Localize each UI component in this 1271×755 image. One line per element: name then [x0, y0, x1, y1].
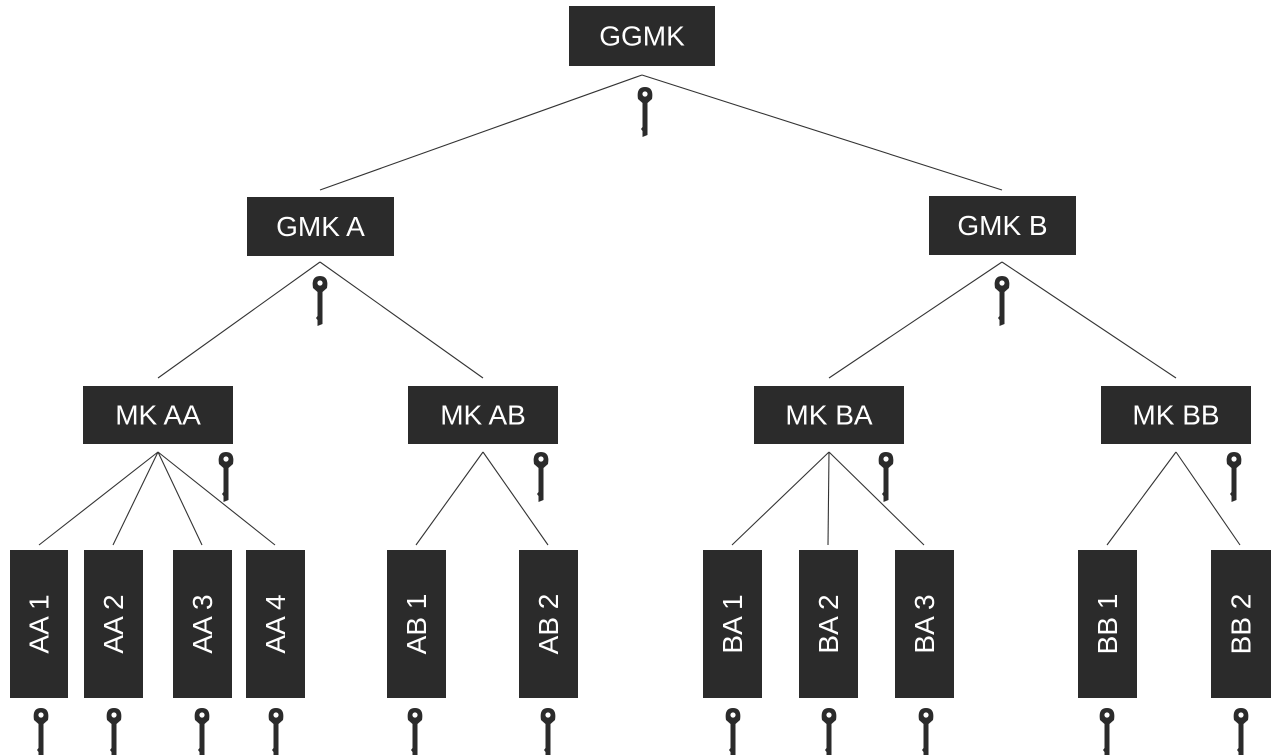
key-box-rect	[1101, 386, 1251, 444]
key-box-rect	[1211, 550, 1271, 698]
key-box-rect	[754, 386, 904, 444]
key-icon	[1099, 708, 1115, 755]
key-icon	[312, 276, 328, 326]
key-icon	[218, 452, 234, 502]
key-box-ba-3: BA 3	[895, 550, 954, 698]
key-box-rect	[247, 197, 394, 256]
key-box-ab-2: AB 2	[519, 550, 578, 698]
key-box-rect	[408, 386, 558, 444]
key-box-label: AA 4	[260, 594, 291, 653]
key-box-rect	[799, 550, 858, 698]
connector-line	[415, 451, 484, 546]
key-icon	[821, 708, 837, 755]
key-box-mk-aa: MK AA	[83, 386, 233, 444]
key-box-aa-1: AA 1	[10, 550, 68, 698]
connector-line	[641, 74, 1003, 191]
connector-line	[731, 451, 830, 546]
key-box-gmk-b: GMK B	[929, 196, 1076, 255]
connector-line	[157, 451, 203, 546]
key-box-label: AA 1	[24, 594, 55, 653]
key-box-label: GMK B	[957, 210, 1047, 241]
key-box-rect	[10, 550, 68, 698]
key-box-aa-4: AA 4	[246, 550, 305, 698]
key-box-ba-2: BA 2	[799, 550, 858, 698]
connector-line	[112, 451, 159, 546]
key-icon	[994, 276, 1010, 326]
key-boxes: GGMK GMK A GMK B MK AA MK AB MK BA MK BB AA 1 AA…	[10, 6, 1271, 698]
connector-line	[827, 451, 830, 546]
connector-line	[1106, 451, 1177, 546]
key-box-rect	[519, 550, 578, 698]
connector-line	[828, 451, 925, 546]
key-box-bb-2: BB 2	[1211, 550, 1271, 698]
key-box-rect	[83, 386, 233, 444]
key-box-rect	[895, 550, 954, 698]
key-icon	[918, 708, 934, 755]
key-box-rect	[569, 6, 715, 66]
key-box-label: BA 3	[909, 594, 940, 653]
key-box-label: MK BA	[785, 400, 872, 431]
key-box-label: AB 1	[401, 594, 432, 655]
key-box-label: AA 2	[98, 594, 129, 653]
key-box-ggmk: GGMK	[569, 6, 715, 66]
key-icon	[1226, 452, 1242, 502]
connector-line	[38, 451, 159, 546]
connector-line	[1001, 261, 1177, 379]
key-box-mk-bb: MK BB	[1101, 386, 1251, 444]
key-icon	[533, 452, 549, 502]
key-box-rect	[387, 550, 446, 698]
key-icon	[540, 708, 556, 755]
key-box-rect	[84, 550, 143, 698]
key-icon	[1233, 708, 1249, 755]
key-box-label: MK AB	[440, 400, 526, 431]
key-box-rect	[173, 550, 232, 698]
key-box-label: BB 1	[1092, 594, 1123, 655]
key-box-label: MK AA	[115, 400, 201, 431]
key-icon	[268, 708, 284, 755]
key-box-label: AB 2	[533, 594, 564, 655]
key-box-rect	[703, 550, 762, 698]
key-icon	[106, 708, 122, 755]
key-box-rect	[929, 196, 1076, 255]
key-box-gmk-a: GMK A	[247, 197, 394, 256]
key-box-label: AA 3	[187, 594, 218, 653]
key-box-bb-1: BB 1	[1078, 550, 1137, 698]
key-icon	[878, 452, 894, 502]
connector-line	[1175, 451, 1241, 546]
connector-lines	[38, 74, 1241, 546]
key-icon	[407, 708, 423, 755]
key-box-aa-2: AA 2	[84, 550, 143, 698]
key-box-rect	[246, 550, 305, 698]
key-icon	[725, 708, 741, 755]
connector-line	[828, 261, 1003, 379]
key-box-ab-1: AB 1	[387, 550, 446, 698]
connector-line	[157, 451, 276, 546]
key-box-label: MK BB	[1132, 400, 1219, 431]
key-box-mk-ba: MK BA	[754, 386, 904, 444]
key-box-label: BB 2	[1226, 594, 1257, 655]
key-box-label: GMK A	[276, 211, 365, 242]
key-icon	[637, 87, 653, 137]
connector-line	[319, 261, 484, 379]
key-icon	[194, 708, 210, 755]
key-box-aa-3: AA 3	[173, 550, 232, 698]
key-box-label: GGMK	[599, 21, 685, 52]
key-box-label: BA 2	[813, 594, 844, 653]
key-box-label: BA 1	[717, 594, 748, 653]
connector-line	[482, 451, 549, 546]
key-box-mk-ab: MK AB	[408, 386, 558, 444]
key-box-ba-1: BA 1	[703, 550, 762, 698]
connector-line	[157, 261, 321, 379]
key-box-rect	[1078, 550, 1137, 698]
key-icon	[33, 708, 49, 755]
connector-line	[319, 74, 643, 191]
